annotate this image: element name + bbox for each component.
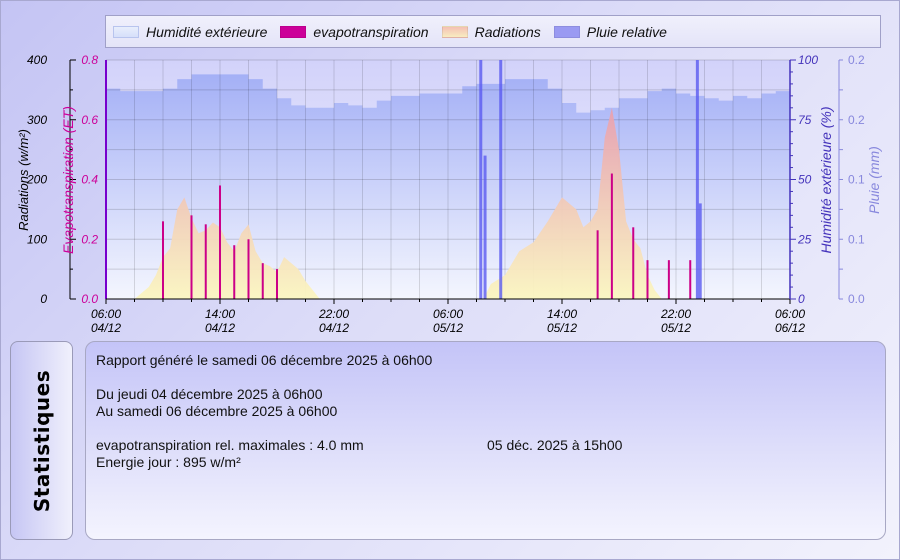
svg-text:14:00: 14:00: [547, 307, 577, 321]
svg-text:50: 50: [798, 173, 812, 187]
statistics-tab-label: Statistiques: [29, 369, 54, 512]
et-max-date: 05 déc. 2025 à 15h00: [487, 437, 623, 453]
svg-text:05/12: 05/12: [433, 321, 463, 335]
svg-text:0.2: 0.2: [848, 113, 865, 127]
svg-text:300: 300: [27, 113, 47, 127]
svg-text:0.2: 0.2: [81, 232, 98, 246]
svg-text:400: 400: [27, 53, 47, 67]
radiation-swatch-icon: [441, 25, 468, 38]
svg-text:06:00: 06:00: [433, 307, 463, 321]
svg-text:75: 75: [798, 113, 812, 127]
legend-item-humidity: Humidité extérieure: [113, 24, 267, 40]
daily-energy: Energie jour : 895 w/m²: [96, 454, 241, 470]
svg-text:0: 0: [798, 292, 805, 306]
svg-text:22:00: 22:00: [660, 307, 691, 321]
svg-text:04/12: 04/12: [319, 321, 349, 335]
period-to: Au samedi 06 décembre 2025 à 06h00: [96, 403, 338, 419]
svg-text:0.0: 0.0: [81, 292, 98, 306]
svg-text:14:00: 14:00: [205, 307, 235, 321]
svg-text:Radiations (w/m²): Radiations (w/m²): [16, 129, 31, 231]
svg-text:Pluie (mm): Pluie (mm): [866, 146, 882, 214]
legend-item-et: evapotranspiration: [280, 23, 429, 40]
svg-text:0.8: 0.8: [81, 53, 98, 67]
statistics-tab[interactable]: Statistiques: [10, 341, 73, 540]
svg-text:05/12: 05/12: [547, 321, 577, 335]
statistics-panel: Rapport généré le samedi 06 décembre 202…: [85, 341, 886, 540]
svg-text:0.4: 0.4: [81, 173, 98, 187]
legend-item-radiations: Radiations: [441, 23, 541, 40]
svg-text:0.1: 0.1: [848, 173, 865, 187]
svg-text:25: 25: [797, 232, 812, 246]
report-generated: Rapport généré le samedi 06 décembre 202…: [96, 352, 433, 368]
svg-text:05/12: 05/12: [661, 321, 691, 335]
svg-text:06:00: 06:00: [775, 307, 805, 321]
svg-text:200: 200: [26, 173, 47, 187]
svg-text:0.0: 0.0: [848, 292, 865, 306]
rain-bars: [479, 60, 702, 299]
svg-text:06:00: 06:00: [91, 307, 121, 321]
svg-text:100: 100: [798, 53, 818, 67]
legend-label: evapotranspiration: [313, 23, 429, 40]
rain-swatch-icon: [553, 25, 580, 38]
et-bars: [162, 173, 692, 299]
svg-text:Evapotranspiration (ET): Evapotranspiration (ET): [60, 106, 76, 254]
legend-label: Radiations: [474, 23, 541, 40]
humidity-swatch-icon: [113, 25, 139, 38]
weather-chart: 0 100 200 300 400 Radiations (w/m²) 0.0 0.2 0.4 0…: [16, 53, 882, 335]
svg-text:0: 0: [40, 292, 47, 306]
et-swatch-icon: [280, 25, 307, 38]
legend-label: Humidité extérieure: [146, 23, 268, 40]
legend-item-rain: Pluie relative: [553, 23, 667, 40]
period-from: Du jeudi 04 décembre 2025 à 06h00: [96, 386, 323, 402]
svg-text:04/12: 04/12: [91, 321, 121, 335]
svg-text:06/12: 06/12: [775, 321, 805, 335]
svg-text:100: 100: [27, 232, 47, 246]
svg-text:04/12: 04/12: [205, 321, 235, 335]
legend-label: Pluie relative: [586, 23, 667, 40]
svg-text:0.2: 0.2: [848, 53, 865, 67]
axes: 0 100 200 300 400 Radiations (w/m²) 0.0 0.2 0.4 0…: [16, 53, 882, 335]
svg-text:22:00: 22:00: [318, 307, 349, 321]
svg-text:0.1: 0.1: [848, 232, 865, 246]
et-max: evapotranspiration rel. maximales : 4.0 …: [96, 437, 364, 453]
radiation-area: [106, 107, 790, 299]
svg-text:Humidité extérieure (%): Humidité extérieure (%): [818, 106, 834, 253]
chart-legend: Humidité extérieure evapotranspiration R…: [105, 15, 881, 48]
svg-text:0.6: 0.6: [81, 113, 98, 127]
